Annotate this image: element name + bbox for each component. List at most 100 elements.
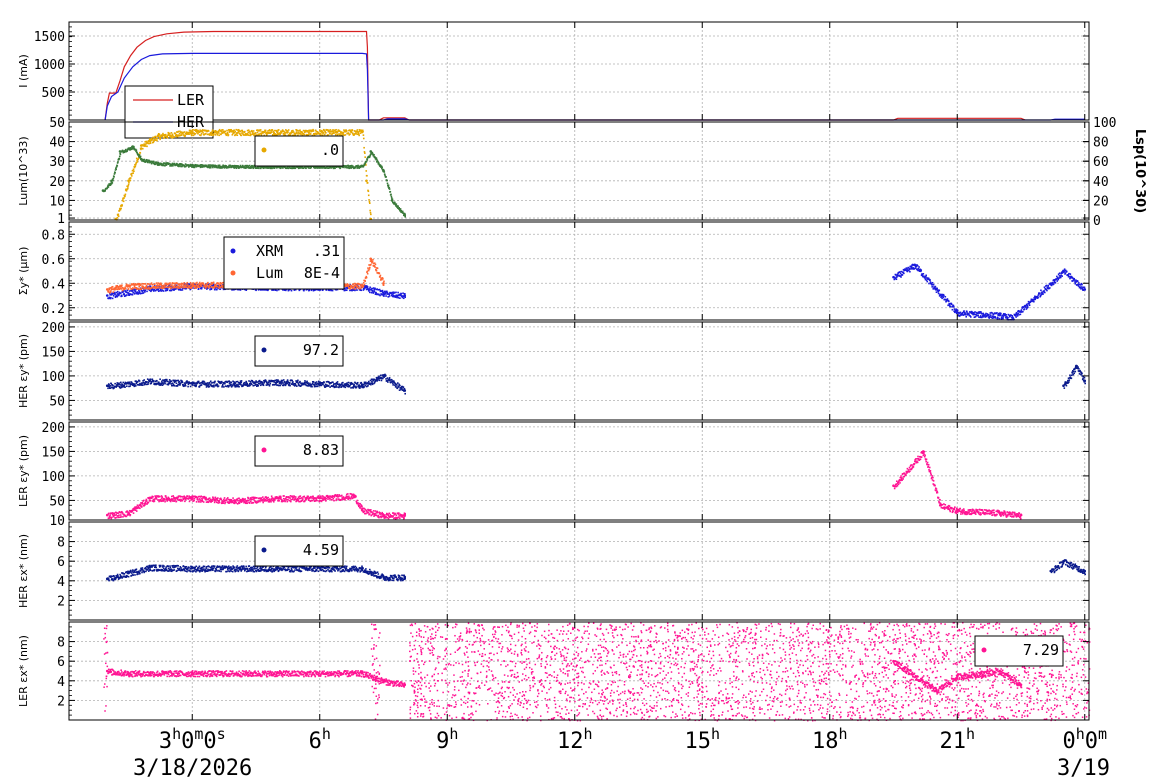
- data-point: [969, 315, 971, 317]
- data-point: [219, 284, 222, 287]
- data-point: [123, 382, 126, 385]
- data-point: [148, 142, 150, 145]
- data-point: [252, 131, 254, 134]
- data-point: [138, 290, 141, 293]
- data-point: [127, 185, 130, 187]
- data-point: [178, 380, 181, 383]
- data-point: [180, 165, 182, 168]
- data-point: [366, 385, 368, 388]
- data-point: [288, 382, 291, 385]
- data-point: [388, 186, 391, 189]
- data-point: [912, 266, 914, 269]
- data-point: [1043, 286, 1046, 289]
- data-point: [397, 205, 399, 208]
- data-point: [129, 293, 132, 296]
- data-point: [385, 176, 387, 178]
- data-point: [356, 131, 358, 133]
- data-point: [156, 134, 160, 138]
- data-point: [136, 161, 139, 163]
- data-point: [214, 134, 217, 136]
- data-point: [211, 131, 213, 133]
- data-point: [325, 131, 327, 134]
- data-point: [122, 381, 125, 384]
- data-point: [330, 289, 332, 292]
- data-point: [297, 165, 300, 168]
- data-point: [366, 286, 369, 288]
- data-point: [167, 131, 170, 134]
- data-point: [399, 209, 401, 212]
- data-point: [140, 292, 143, 295]
- data-point: [366, 158, 368, 160]
- data-point: [168, 381, 170, 383]
- data-point: [116, 290, 119, 293]
- data-point: [378, 379, 381, 382]
- data-point: [105, 294, 109, 297]
- data-point: [206, 164, 208, 167]
- y-axis-label: HER εy* (pm): [17, 334, 30, 408]
- data-point: [223, 130, 225, 133]
- data-point: [997, 312, 1000, 315]
- data-point: [117, 213, 120, 216]
- data-point: [142, 285, 144, 288]
- data-point: [189, 287, 192, 289]
- data-point: [1080, 371, 1083, 374]
- data-point: [317, 380, 320, 383]
- data-point: [256, 134, 258, 136]
- data-point: [977, 311, 980, 313]
- data-point: [326, 166, 328, 168]
- data-point: [344, 289, 347, 291]
- data-point: [333, 383, 335, 385]
- data-point: [370, 291, 373, 294]
- data-point: [273, 165, 275, 168]
- data-point: [241, 166, 244, 168]
- data-point: [163, 134, 166, 136]
- data-point: [142, 160, 145, 163]
- data-point: [335, 128, 337, 131]
- data-point: [349, 382, 352, 384]
- data-point: [192, 282, 195, 284]
- data-point: [940, 295, 943, 298]
- data-point: [370, 382, 372, 384]
- data-point: [375, 158, 377, 161]
- data-point: [954, 310, 957, 313]
- data-point: [249, 132, 251, 134]
- data-point: [331, 133, 333, 136]
- data-point: [192, 381, 195, 384]
- data-point: [175, 379, 178, 382]
- data-point: [367, 385, 369, 387]
- data-point: [906, 268, 908, 270]
- data-point: [1067, 379, 1069, 382]
- data-point: [321, 165, 323, 168]
- data-point: [376, 267, 379, 270]
- data-point: [928, 282, 930, 285]
- data-point: [218, 164, 221, 167]
- data-point: [324, 386, 326, 388]
- data-point: [385, 378, 387, 380]
- data-point: [312, 130, 315, 132]
- data-point: [213, 385, 215, 388]
- data-point: [113, 287, 116, 290]
- data-point: [236, 166, 239, 168]
- data-point: [369, 257, 373, 261]
- data-point: [1073, 372, 1076, 375]
- data-point: [385, 295, 387, 297]
- data-point: [152, 140, 155, 142]
- data-point: [978, 312, 981, 314]
- data-point: [360, 164, 364, 168]
- data-point: [253, 134, 255, 137]
- data-point: [184, 163, 187, 165]
- data-point: [147, 381, 150, 384]
- data-point: [180, 282, 183, 285]
- data-point: [211, 283, 213, 285]
- data-point: [352, 283, 355, 285]
- data-point: [356, 381, 359, 384]
- data-point: [184, 385, 187, 387]
- data-point: [1074, 370, 1077, 373]
- data-point: [173, 288, 176, 291]
- data-point: [992, 313, 994, 315]
- data-point: [336, 381, 339, 383]
- data-point: [396, 387, 399, 390]
- data-point: [316, 131, 319, 133]
- data-point: [166, 136, 169, 139]
